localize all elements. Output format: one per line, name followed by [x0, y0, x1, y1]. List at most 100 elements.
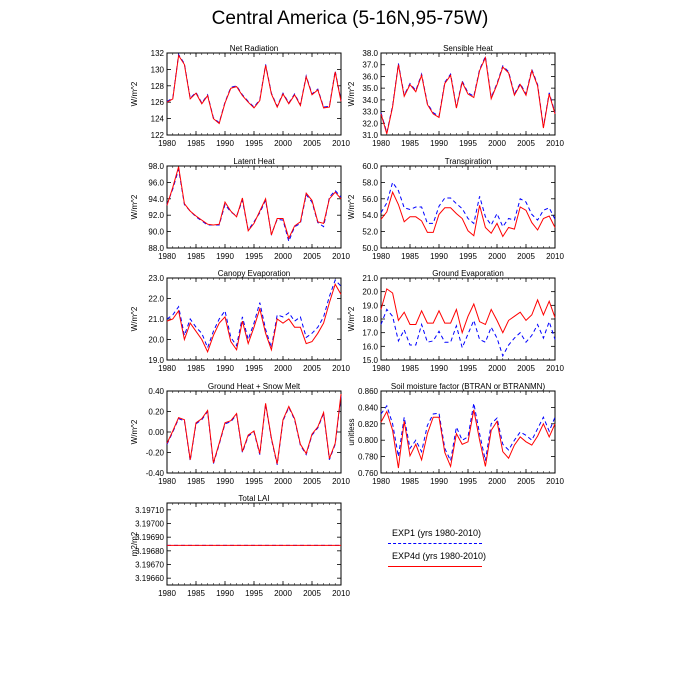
- x-tick-label: 1985: [187, 364, 205, 373]
- panel-ground-heat-snow-melt: Ground Heat + Snow Melt W/m^2 1980 1985 1990…: [130, 382, 350, 486]
- panel-title: Ground Heat + Snow Melt: [208, 382, 301, 391]
- x-tick-label: 2000: [488, 139, 506, 148]
- y-tick-label: 3.19680: [135, 547, 164, 556]
- x-tick-label: 1980: [158, 477, 176, 486]
- y-tick-label: 0.760: [358, 469, 379, 478]
- legend-line-exp1: [388, 543, 482, 544]
- x-tick-label: 2005: [303, 589, 321, 598]
- y-tick-label: 92.0: [148, 211, 164, 220]
- y-axis-label: W/m^2: [347, 81, 356, 106]
- panel-title: Canopy Evaporation: [218, 269, 291, 278]
- x-tick-label: 1990: [216, 364, 234, 373]
- x-tick-label: 1990: [216, 139, 234, 148]
- series-line-exp4d: [380, 288, 556, 335]
- y-axis-label: unitless: [347, 418, 356, 445]
- y-tick-label: 3.19660: [135, 574, 164, 583]
- y-tick-label: 37.0: [362, 61, 378, 70]
- series-line-exp4d: [166, 166, 342, 240]
- x-tick-label: 1995: [459, 477, 477, 486]
- series-line-exp1: [166, 53, 342, 124]
- x-tick-label: 1995: [245, 139, 263, 148]
- panel-sensible-heat: Sensible Heat W/m^2 1980 1985 1990 1995 2000 20…: [347, 44, 564, 148]
- plot-frame: [166, 52, 342, 136]
- x-tick-label: 1980: [158, 139, 176, 148]
- x-tick-label: 1980: [158, 589, 176, 598]
- legend-label-exp4d: EXP4d (yrs 1980-2010): [392, 551, 487, 561]
- x-tick-label: 1990: [430, 364, 448, 373]
- panel-soil-moisture-factor-btran-or-btranmn: Soil moisture factor (BTRAN or BTRANMN) u…: [347, 382, 564, 486]
- y-tick-label: 132: [151, 49, 165, 58]
- x-tick-label: 2000: [274, 589, 292, 598]
- x-tick-label: 2010: [332, 139, 350, 148]
- x-tick-label: 1980: [372, 139, 390, 148]
- y-tick-label: 0.780: [358, 453, 379, 462]
- x-tick-label: 2005: [517, 364, 535, 373]
- x-tick-label: 1980: [158, 252, 176, 261]
- y-tick-label: -0.40: [146, 469, 165, 478]
- x-tick-label: 2010: [332, 477, 350, 486]
- y-tick-label: 35.0: [362, 84, 378, 93]
- x-tick-label: 2005: [303, 364, 321, 373]
- x-tick-label: 2005: [517, 477, 535, 486]
- y-tick-label: 34.0: [362, 96, 378, 105]
- y-tick-label: -0.20: [146, 449, 165, 458]
- x-tick-label: 1990: [216, 589, 234, 598]
- series-line-exp4d: [380, 55, 556, 134]
- panel-title: Soil moisture factor (BTRAN or BTRANMN): [391, 382, 546, 391]
- x-tick-label: 2010: [546, 139, 564, 148]
- y-tick-label: 130: [151, 65, 165, 74]
- panel-title: Total LAI: [238, 494, 269, 503]
- y-tick-label: 19.0: [362, 301, 378, 310]
- x-tick-label: 1995: [459, 364, 477, 373]
- x-tick-label: 1985: [187, 589, 205, 598]
- y-tick-label: 15.0: [362, 356, 378, 365]
- legend: EXP1 (yrs 1980-2010) EXP4d (yrs 1980-201…: [384, 528, 494, 578]
- y-tick-label: 3.19710: [135, 506, 164, 515]
- y-tick-label: 0.20: [148, 408, 164, 417]
- y-axis-label: m2/m2: [130, 531, 139, 556]
- y-tick-label: 0.00: [148, 428, 164, 437]
- x-tick-label: 2005: [303, 477, 321, 486]
- panel-net-radiation: Net Radiation W/m^2 1980 1985 1990 1995 2000 20…: [130, 44, 350, 148]
- plot-frame: [166, 165, 342, 249]
- y-tick-label: 56.0: [362, 195, 378, 204]
- panel-ground-evaporation: Ground Evaporation W/m^2 1980 1985 1990 1995 2…: [347, 269, 564, 373]
- y-tick-label: 52.0: [362, 228, 378, 237]
- x-tick-label: 1995: [245, 589, 263, 598]
- y-tick-label: 3.19670: [135, 561, 164, 570]
- x-tick-label: 1990: [430, 252, 448, 261]
- x-tick-label: 1990: [216, 252, 234, 261]
- y-tick-label: 0.860: [358, 387, 379, 396]
- y-tick-label: 128: [151, 82, 165, 91]
- series-line-exp1: [380, 308, 556, 358]
- x-tick-label: 2010: [546, 364, 564, 373]
- x-tick-label: 1985: [401, 364, 419, 373]
- x-tick-label: 2010: [546, 477, 564, 486]
- x-tick-label: 2005: [303, 252, 321, 261]
- y-axis-label: W/m^2: [130, 306, 139, 331]
- y-tick-label: 22.0: [148, 295, 164, 304]
- series-line-exp4d: [166, 394, 342, 464]
- x-tick-label: 2010: [546, 252, 564, 261]
- series-line-exp4d: [380, 409, 556, 469]
- panel-total-lai: Total LAI m2/m2 1980 1985 1990 1995 2000 2005 20…: [130, 494, 350, 598]
- panel-transpiration: Transpiration W/m^2 1980 1985 1990 1995 2000 20…: [347, 157, 564, 261]
- y-tick-label: 0.40: [148, 387, 164, 396]
- x-tick-label: 1995: [459, 252, 477, 261]
- y-tick-label: 36.0: [362, 72, 378, 81]
- y-axis-label: W/m^2: [347, 306, 356, 331]
- y-tick-label: 90.0: [148, 228, 164, 237]
- plot-frame: [166, 502, 342, 586]
- y-tick-label: 0.820: [358, 420, 379, 429]
- x-tick-label: 1990: [430, 477, 448, 486]
- y-tick-label: 88.0: [148, 244, 164, 253]
- x-tick-label: 2000: [274, 252, 292, 261]
- x-tick-label: 1985: [401, 139, 419, 148]
- y-tick-label: 124: [151, 115, 165, 124]
- x-tick-label: 1985: [187, 477, 205, 486]
- y-axis-label: W/m^2: [130, 419, 139, 444]
- x-tick-label: 2000: [488, 252, 506, 261]
- panel-latent-heat: Latent Heat W/m^2 1980 1985 1990 1995 2000 2005…: [130, 157, 350, 261]
- x-tick-label: 1985: [187, 252, 205, 261]
- x-tick-label: 1985: [187, 139, 205, 148]
